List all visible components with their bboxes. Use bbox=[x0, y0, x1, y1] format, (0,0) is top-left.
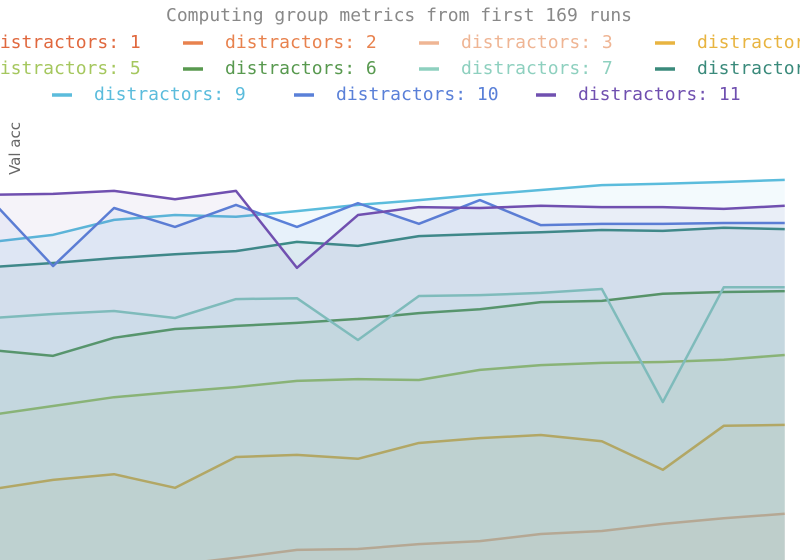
chart-title: Computing group metrics from first 169 r… bbox=[166, 5, 632, 26]
series-area bbox=[0, 354, 785, 560]
series-line bbox=[0, 189, 785, 270]
series-area bbox=[0, 179, 785, 560]
legend: distractors: 1 distractors: 2 distractors:… bbox=[0, 32, 800, 105]
legend-label: distractors: 6 bbox=[225, 58, 377, 79]
series-area bbox=[0, 424, 785, 560]
legend-label: distractors: 3 bbox=[461, 32, 613, 53]
series-area bbox=[0, 291, 785, 560]
legend-label: distractors: 7 bbox=[461, 58, 613, 79]
series-area bbox=[0, 287, 785, 560]
legend-label: distractors: 9 bbox=[94, 84, 246, 105]
series-line bbox=[0, 178, 785, 243]
y-axis-label: Val acc bbox=[6, 122, 24, 175]
legend-label: distractors: 5 bbox=[0, 58, 141, 79]
legend-label: distractors: 8 bbox=[697, 58, 800, 79]
series-line bbox=[0, 423, 785, 490]
legend-label: distractors: 10 bbox=[336, 84, 499, 105]
series-line bbox=[0, 285, 785, 404]
series-area bbox=[0, 200, 785, 560]
series-line bbox=[0, 198, 785, 268]
plot-area bbox=[0, 178, 785, 560]
series-line bbox=[206, 512, 785, 560]
series-area bbox=[0, 513, 785, 560]
series-area bbox=[0, 227, 785, 560]
legend-label: distractors: 1 bbox=[0, 32, 141, 53]
series-area bbox=[0, 190, 785, 560]
legend-label: distractors: 2 bbox=[225, 32, 377, 53]
series-line bbox=[0, 289, 785, 358]
series-line bbox=[0, 353, 785, 415]
legend-label: distractors: 4 bbox=[697, 32, 800, 53]
legend-label: distractors: 11 bbox=[578, 84, 741, 105]
series-line bbox=[0, 226, 785, 268]
